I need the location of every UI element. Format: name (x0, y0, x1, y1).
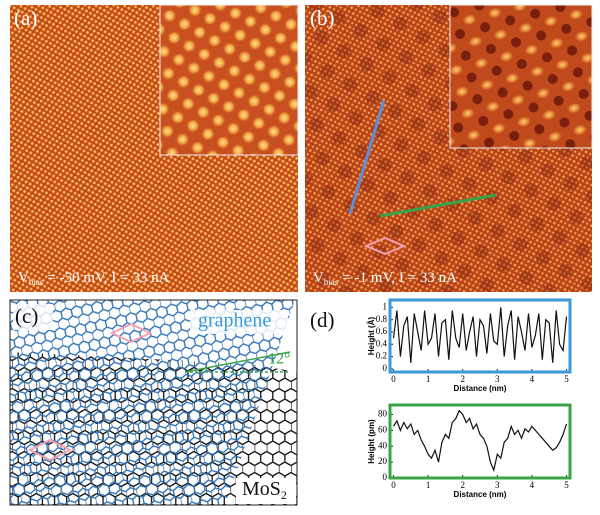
profile-line (392, 409, 568, 473)
mos2-text: MoS (242, 478, 281, 500)
x-tick-label: 2 (460, 480, 465, 490)
panel-frame (9, 299, 298, 506)
x-tick-label: 5 (564, 480, 569, 490)
y-tick-label: 0 (383, 472, 388, 482)
inset-b (449, 4, 593, 149)
mos2-sub: 2 (281, 488, 287, 502)
caption-sub: bias (324, 277, 339, 287)
caption-sub: bias (29, 277, 44, 287)
caption: Vbias = -50 mV, I = 33 nA (18, 270, 170, 287)
angle-line (184, 351, 291, 373)
unit-cell (27, 438, 73, 462)
mos2-label: MoS2 (242, 478, 287, 502)
caption-text: = -1 mV, I = 33 nA (342, 270, 457, 286)
inset-a (159, 4, 299, 156)
x-axis-label: Distance (nm) (454, 384, 507, 393)
blue-profile-line (348, 99, 386, 215)
x-tick-label: 0 (391, 374, 396, 384)
profile-line (392, 307, 568, 363)
y-tick-label: 80 (378, 409, 388, 419)
y-tick-label: 0.2 (376, 351, 387, 361)
y-tick-label: 40 (378, 440, 388, 450)
y-axis-label: Height (pm) (367, 419, 376, 464)
caption-v: V (18, 270, 29, 286)
panel-label: (c) (15, 304, 38, 328)
y-tick-label: 20 (378, 456, 388, 466)
y-tick-label: 1 (383, 301, 388, 311)
x-tick-label: 4 (530, 480, 535, 490)
plot-frame (388, 403, 572, 480)
plot-frame (388, 298, 572, 374)
x-tick-label: 1 (426, 480, 431, 490)
label-bg (13, 304, 53, 330)
unit-cell (109, 322, 153, 344)
green-profile-line (379, 193, 497, 218)
caption-v: V (313, 270, 324, 286)
x-tick-label: 5 (564, 374, 569, 384)
panel-label: (a) (14, 6, 37, 30)
lattice-diagram (10, 300, 297, 505)
label-bg (190, 310, 288, 334)
x-tick-label: 4 (530, 374, 535, 384)
x-tick-label: 0 (391, 480, 396, 490)
unit-cell (363, 236, 407, 256)
y-tick-label: 0.4 (376, 338, 388, 348)
y-tick-label: 0.8 (376, 314, 388, 324)
y-axis-label: Height (Å) (367, 317, 376, 356)
x-tick-label: 3 (495, 374, 500, 384)
graphene-lattice (10, 300, 295, 505)
caption-text: = -50 mV, I = 33 nA (47, 270, 169, 286)
x-tick-label: 1 (426, 374, 431, 384)
angle-label: 12° (268, 351, 290, 368)
y-tick-label: 0 (383, 363, 388, 373)
caption: Vbias = -1 mV, I = 33 nA (313, 270, 457, 287)
panel-label: (d) (310, 308, 335, 332)
x-axis-label: Distance (nm) (454, 490, 507, 499)
x-tick-label: 2 (460, 374, 465, 384)
y-tick-label: 60 (378, 424, 388, 434)
panel-label: (b) (310, 6, 335, 30)
y-tick-label: 0.6 (376, 326, 388, 336)
graphene-label: graphene (198, 310, 271, 332)
x-tick-label: 3 (495, 480, 500, 490)
label-bg (236, 478, 296, 504)
